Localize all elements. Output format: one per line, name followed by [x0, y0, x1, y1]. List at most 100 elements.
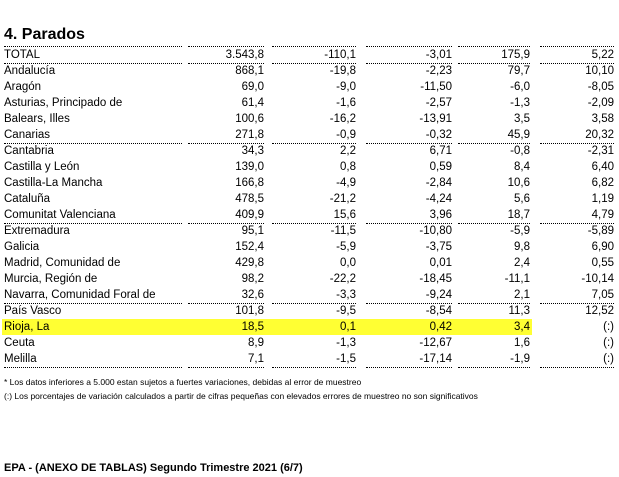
region-name: Castilla-La Mancha [4, 177, 103, 189]
region-name: Navarra, Comunidad Foral de [4, 287, 182, 304]
value-cell-col1: 98,2 [241, 273, 264, 285]
value-cell-col3: -2,84 [425, 177, 452, 189]
value-cell-col2: 15,6 [272, 207, 356, 224]
value-cell-col5: -8,05 [587, 81, 614, 93]
value-cell-col1: 166,8 [235, 177, 264, 189]
region-name: Balears, Illes [4, 113, 70, 125]
footnote-not-significant: (:) Los porcentajes de variación calcula… [4, 391, 478, 401]
value-cell-col2: -110,1 [272, 47, 356, 64]
value-cell-col1: 7,1 [188, 351, 264, 368]
value-cell-col2: 0,0 [340, 257, 356, 269]
value-cell-col4: -5,9 [510, 225, 530, 237]
value-cell-col3: 6,71 [429, 145, 452, 157]
value-cell-col4: -0,8 [510, 145, 530, 157]
value-cell-col5: -2,09 [587, 97, 614, 109]
value-cell-col5: -10,14 [581, 273, 614, 285]
table-row: Castilla-La Mancha 166,8 -4,9 -2,84 10,6 6,82 [2, 175, 616, 191]
value-cell-col2: -5,9 [336, 241, 356, 253]
value-cell-col1: 18,5 [241, 321, 264, 333]
value-cell-col5: -2,31 [587, 145, 614, 157]
table-row: Madrid, Comunidad de 429,8 0,0 0,01 2,4 0,55 [2, 255, 616, 271]
value-cell-col4: 18,7 [458, 207, 530, 224]
value-cell-col3: 3,96 [366, 207, 452, 224]
value-cell-col4: 9,8 [514, 241, 530, 253]
value-cell-col5: 6,90 [591, 241, 614, 253]
region-name: Ceuta [4, 337, 35, 349]
value-cell-col1: 32,6 [188, 287, 264, 304]
value-cell-col3: -13,91 [419, 113, 452, 125]
value-cell-col2: -19,8 [329, 65, 356, 77]
value-cell-col4: 1,6 [514, 337, 530, 349]
table-row: Murcia, Región de 98,2 -22,2 -18,45 -11,1 -10… [2, 271, 616, 287]
value-cell-col2: -1,6 [336, 97, 356, 109]
value-cell-col5: 10,10 [585, 65, 614, 77]
value-cell-col1: 152,4 [235, 241, 264, 253]
value-cell-col2: -16,2 [329, 113, 356, 125]
value-cell-col2: -1,5 [272, 351, 356, 368]
value-cell-col3: -9,24 [366, 287, 452, 304]
value-cell-col4: -6,0 [510, 81, 530, 93]
table-row: Extremadura 95,1 -11,5 -10,80 -5,9 -5,89 [2, 223, 616, 239]
value-cell-col5: 12,52 [585, 305, 614, 317]
region-name: Murcia, Región de [4, 273, 98, 285]
table-row: Ceuta 8,9 -1,3 -12,67 1,6 (:) [2, 335, 616, 351]
value-cell-col3: -17,14 [366, 351, 452, 368]
value-cell-col5: 7,05 [540, 287, 614, 304]
value-cell-col3: -8,54 [425, 305, 452, 317]
value-cell-col2: -21,2 [329, 193, 356, 205]
region-name: Andalucía [4, 65, 56, 77]
value-cell-col4: 3,5 [514, 113, 530, 125]
section-title: 4. Parados [4, 26, 85, 43]
table-row: Cantabria 34,3 2,2 6,71 -0,8 -2,31 [2, 143, 616, 159]
value-cell-col5: 0,55 [591, 257, 614, 269]
value-cell-col4: 2,1 [458, 287, 530, 304]
value-cell-col4: -1,3 [510, 97, 530, 109]
value-cell-col3: -3,01 [366, 47, 452, 64]
value-cell-col2: -9,5 [336, 305, 356, 317]
region-name: Comunitat Valenciana [4, 207, 182, 224]
value-cell-col3: -0,32 [366, 127, 452, 144]
region-name: Madrid, Comunidad de [4, 257, 121, 269]
value-cell-col5: -5,89 [587, 225, 614, 237]
value-cell-col3: -10,80 [419, 225, 452, 237]
value-cell-col5: 4,79 [540, 207, 614, 224]
table-row: Rioja, La 18,5 0,1 0,42 3,4 (:) [2, 319, 616, 335]
value-cell-col3: -11,50 [420, 81, 452, 93]
value-cell-col1: 61,4 [241, 97, 264, 109]
value-cell-col4: 10,6 [507, 177, 530, 189]
value-cell-col2: -4,9 [336, 177, 356, 189]
region-name: Melilla [4, 351, 182, 368]
value-cell-col3: 0,59 [429, 161, 452, 173]
value-cell-col4: 3,4 [514, 321, 530, 333]
value-cell-col5: (:) [603, 337, 614, 349]
value-cell-col1: 271,8 [188, 127, 264, 144]
value-cell-col2: -1,3 [336, 337, 356, 349]
table-row: Cataluña 478,5 -21,2 -4,24 5,6 1,19 [2, 191, 616, 207]
region-name: Cataluña [4, 193, 51, 205]
value-cell-col2: 2,2 [340, 145, 356, 157]
value-cell-col2: 0,1 [340, 321, 356, 333]
value-cell-col1: 34,3 [241, 145, 264, 157]
value-cell-col4: 2,4 [514, 257, 530, 269]
table-row: Aragón 69,0 -9,0 -11,50 -6,0 -8,05 [2, 79, 616, 95]
region-name: Extremadura [4, 225, 70, 237]
page-footer: EPA - (ANEXO DE TABLAS) Segundo Trimestr… [4, 462, 303, 474]
value-cell-col5: (:) [540, 351, 614, 368]
table-row: Andalucía 868,1 -19,8 -2,23 79,7 10,10 [2, 63, 616, 79]
value-cell-col5: 5,22 [540, 47, 614, 64]
value-cell-col1: 409,9 [188, 207, 264, 224]
region-name: Rioja, La [4, 321, 50, 333]
region-name: Cantabria [4, 145, 54, 157]
value-cell-col5: 6,40 [591, 161, 614, 173]
value-cell-col4: -1,9 [458, 351, 530, 368]
value-cell-col5: 6,82 [591, 177, 614, 189]
value-cell-col4: 175,9 [458, 47, 530, 64]
value-cell-col1: 101,8 [235, 305, 264, 317]
value-cell-col2: -0,9 [272, 127, 356, 144]
value-cell-col3: -2,57 [425, 97, 452, 109]
value-cell-col5: 3,58 [591, 113, 614, 125]
value-cell-col4: 5,6 [514, 193, 530, 205]
value-cell-col3: 0,42 [429, 321, 452, 333]
value-cell-col5: (:) [603, 321, 614, 333]
region-name: Asturias, Principado de [4, 97, 123, 109]
